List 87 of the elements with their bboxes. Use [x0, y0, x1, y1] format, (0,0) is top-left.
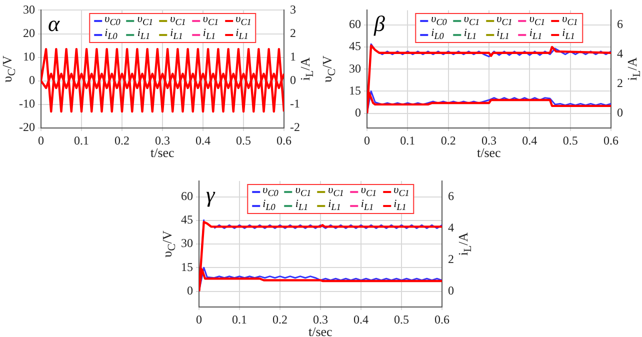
x-tick-label: 0.1 — [74, 133, 89, 148]
x-tick-label: 0.4 — [196, 133, 210, 148]
x-tick-label: 0.6 — [276, 133, 292, 148]
legend-label: υ$_{C1}$ — [236, 13, 252, 28]
legend-label: υ$_{C1}$ — [464, 13, 480, 28]
x-tick-label: 0.6 — [604, 133, 618, 148]
legend-label: υ$_{C1}$ — [328, 184, 344, 199]
x-tick-label: 0.2 — [440, 133, 456, 148]
x-tick-label: 0.3 — [482, 133, 496, 148]
legend-label: i$_{L1}$ — [496, 27, 510, 42]
legend-label: υ$_{C1}$ — [137, 13, 154, 28]
x-tick-label: 0 — [364, 133, 370, 148]
legend-label: i$_{L1}$ — [202, 27, 216, 42]
y-tick-label: 0 — [355, 105, 361, 120]
y-tick-label: -20 — [19, 120, 35, 134]
legend-label: i$_{L0}$ — [262, 198, 276, 213]
y-tick-label: 0 — [187, 283, 193, 298]
y-tick-label: 0 — [29, 73, 35, 88]
y-tick-label: 60 — [349, 17, 361, 32]
y2-tick-label: 1 — [290, 49, 296, 64]
x-tick-label: 0.4 — [354, 312, 368, 326]
y-tick-label: -10 — [19, 96, 35, 111]
x-tick-label: 0.3 — [313, 312, 328, 326]
legend-label: i$_{L1}$ — [170, 27, 183, 42]
y-tick-label: 60 — [181, 188, 193, 203]
y2-tick-label: 2 — [617, 76, 623, 90]
legend-label: υ$_{C1}$ — [529, 13, 546, 28]
legend-label: υ$_{C1}$ — [295, 184, 312, 199]
y-tick-label: 30 — [23, 2, 35, 16]
y2-tick-label: 4 — [448, 220, 454, 234]
legend-label: i$_{L1}$ — [328, 198, 341, 213]
x-tick-label: 0 — [196, 312, 202, 326]
x-tick-label: 0 — [38, 133, 44, 148]
legend-label: υ$_{C0}$ — [431, 13, 447, 28]
y2-tick-label: 2 — [448, 252, 454, 266]
legend-label: i$_{L1}$ — [562, 27, 575, 42]
x-tick-label: 0.6 — [434, 312, 450, 326]
chart-title: γ — [206, 182, 215, 207]
y2-tick-label: 3 — [290, 2, 296, 16]
legend-label: i$_{L1}$ — [464, 27, 477, 42]
y2-tick-label: 6 — [448, 188, 454, 203]
y-tick-label: 45 — [181, 212, 193, 227]
legend-label: υ$_{C1}$ — [170, 13, 186, 28]
y-tick-label: 45 — [349, 39, 361, 54]
y2-tick-label: 4 — [617, 46, 623, 61]
legend-label: υ$_{C0}$ — [262, 184, 278, 199]
x-tick-label: 0.3 — [155, 133, 170, 148]
legend-label: υ$_{C1}$ — [360, 184, 377, 199]
legend-label: i$_{L1}$ — [360, 198, 374, 213]
x-axis-title: t/sec — [477, 145, 501, 160]
y2-tick-label: 6 — [617, 17, 623, 32]
x-tick-label: 0.1 — [232, 312, 247, 326]
x-tick-label: 0.5 — [236, 133, 251, 148]
y2-tick-label: 0 — [448, 283, 454, 298]
x-tick-label: 0.4 — [522, 133, 538, 148]
y-tick-label: 10 — [23, 49, 35, 64]
y2-tick-label: 0 — [617, 105, 623, 120]
x-tick-label: 0.5 — [562, 133, 578, 148]
y2-tick-label: -2 — [290, 120, 300, 134]
legend-label: i$_{L1}$ — [236, 27, 248, 42]
x-axis-title: t/sec — [150, 145, 174, 160]
legend-label: i$_{L0}$ — [431, 27, 444, 42]
x-tick-label: 0.2 — [272, 312, 288, 326]
legend-label: υ$_{C1}$ — [394, 184, 410, 199]
legend-label: i$_{L1}$ — [529, 27, 542, 42]
chart-title: α — [48, 11, 60, 36]
y-tick-label: 15 — [349, 83, 361, 98]
x-axis-title: t/sec — [308, 324, 332, 337]
legend-label: i$_{L1}$ — [295, 198, 308, 213]
x-tick-label: 0.2 — [114, 133, 130, 148]
y-tick-label: 20 — [23, 26, 35, 40]
legend-label: υ$_{C1}$ — [562, 13, 578, 28]
legend-label: i$_{L0}$ — [104, 27, 118, 42]
legend-label: i$_{L1}$ — [394, 198, 406, 213]
legend-label: υ$_{C1}$ — [202, 13, 219, 28]
legend-label: υ$_{C0}$ — [104, 13, 120, 28]
x-tick-label: 0.1 — [400, 133, 416, 148]
y-tick-label: 30 — [349, 61, 361, 76]
legend-label: υ$_{C1}$ — [496, 13, 512, 28]
chart-title: β — [374, 11, 385, 36]
y2-tick-label: 2 — [290, 26, 296, 40]
y-tick-label: 30 — [181, 236, 193, 250]
y2-tick-label: -1 — [290, 96, 300, 111]
y2-tick-label: 0 — [290, 73, 296, 88]
x-tick-label: 0.5 — [394, 312, 409, 326]
y-tick-label: 15 — [181, 260, 193, 274]
legend-label: i$_{L1}$ — [137, 27, 150, 42]
